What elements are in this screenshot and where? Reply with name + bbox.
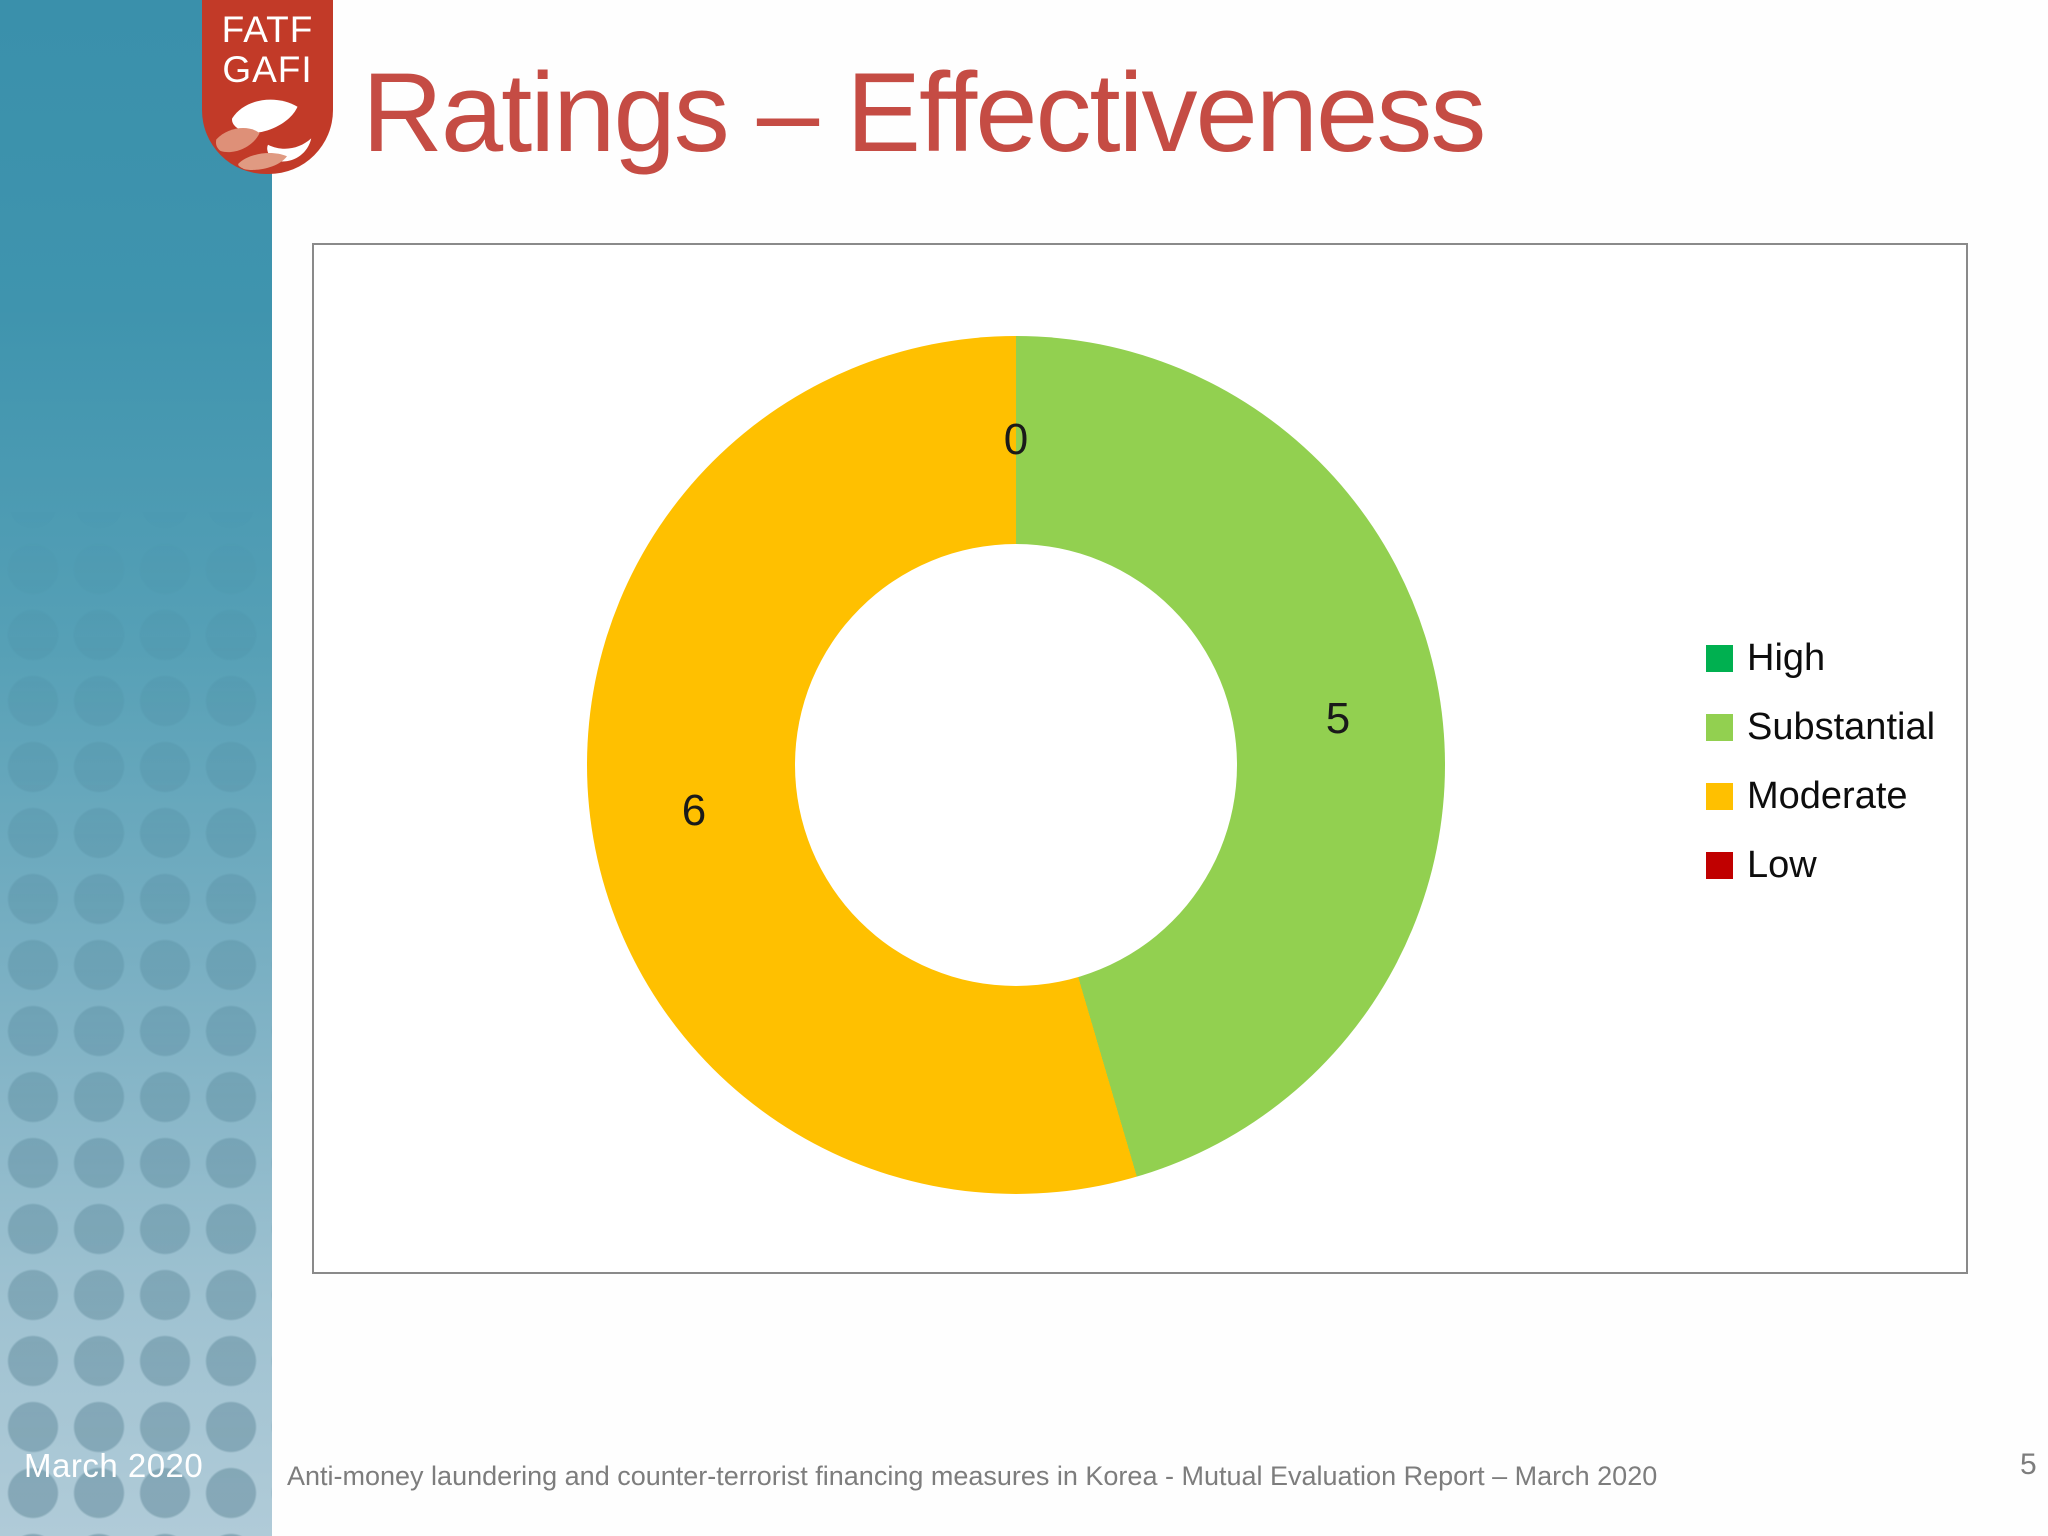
sidebar-decoration: March 2020: [0, 0, 272, 1536]
legend-label-low: Low: [1747, 843, 1817, 886]
fatf-logo: FATF GAFI: [202, 0, 333, 174]
legend-item-low: Low: [1706, 844, 1935, 886]
fatf-logo-line1: FATF: [221, 9, 314, 50]
sidebar-dots-pattern: [0, 0, 272, 1536]
legend-item-high: High: [1706, 637, 1935, 679]
donut-hole: [795, 544, 1237, 986]
legend-item-substantial: Substantial: [1706, 706, 1935, 748]
legend-label-moderate: Moderate: [1747, 774, 1908, 817]
donut-data-label-moderate: 6: [681, 786, 707, 835]
chart-legend: High Substantial Moderate Low: [1706, 637, 1935, 886]
legend-swatch-low: [1706, 851, 1733, 879]
legend-swatch-high: [1706, 644, 1733, 672]
fatf-globe-icon: [215, 99, 311, 170]
slide-date: March 2020: [24, 1447, 204, 1484]
page-number: 5: [2020, 1448, 2037, 1481]
legend-label-high: High: [1747, 636, 1826, 679]
legend-swatch-substantial: [1706, 713, 1733, 741]
legend-label-substantial: Substantial: [1747, 705, 1936, 748]
donut-data-label-high: 0: [1003, 415, 1029, 464]
page-title: Ratings – Effectiveness: [362, 50, 1486, 175]
legend-swatch-moderate: [1706, 782, 1733, 810]
donut-data-label-substantial: 5: [1325, 694, 1351, 743]
chart-frame: 0 5 6 High Substantial Moderate Low: [312, 243, 1968, 1274]
fatf-logo-line2: GAFI: [222, 49, 313, 90]
legend-item-moderate: Moderate: [1706, 775, 1935, 817]
footer-text: Anti-money laundering and counter-terror…: [287, 1461, 1658, 1491]
